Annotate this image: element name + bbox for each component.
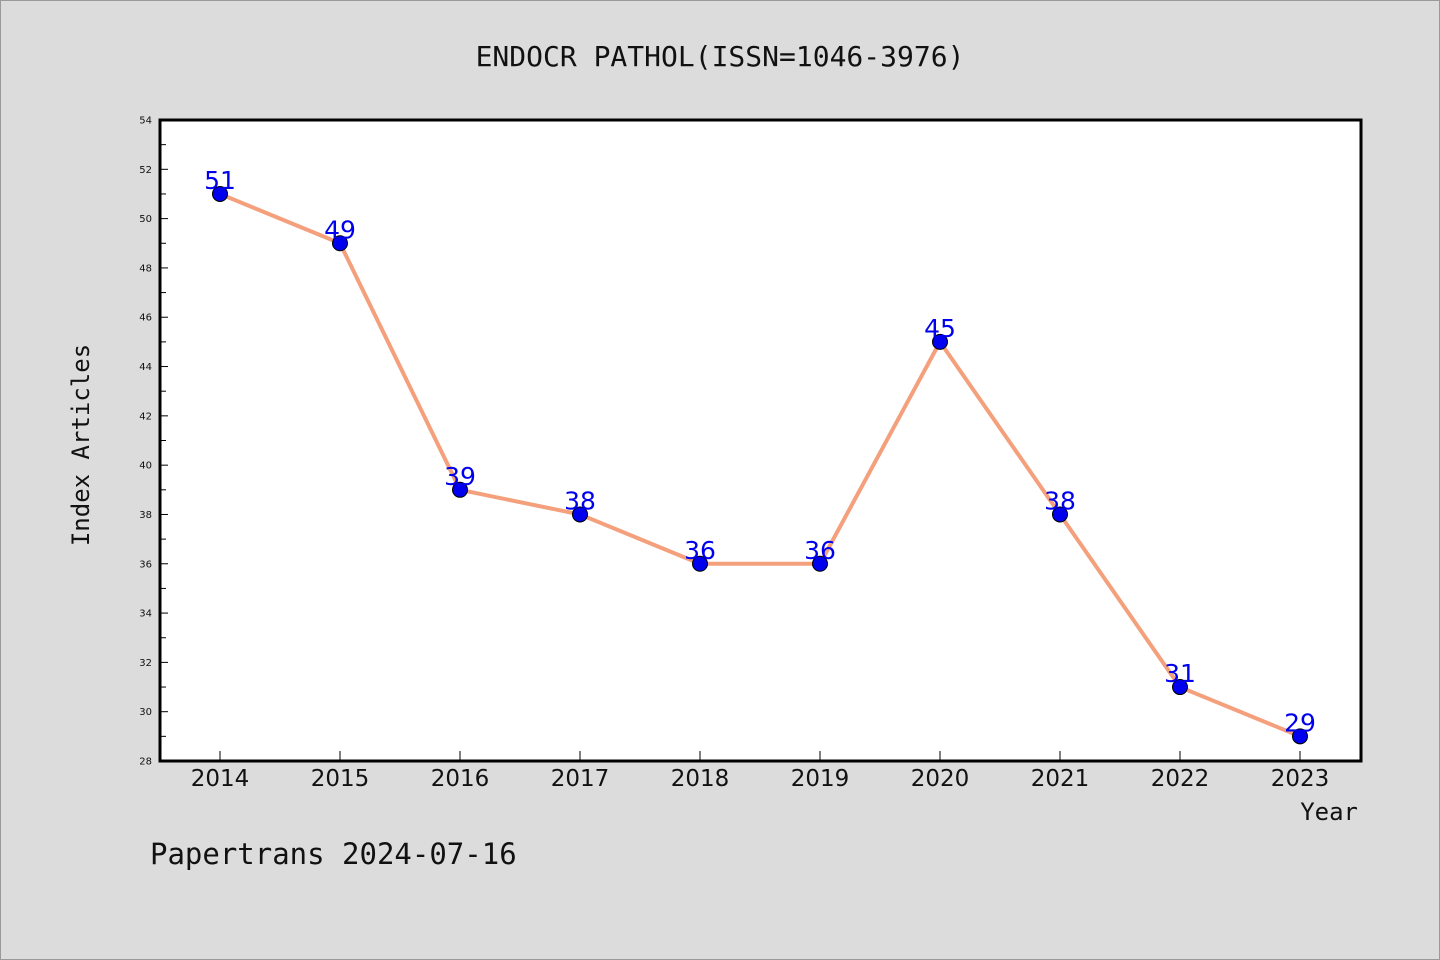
data-label: 31 [1164,659,1196,688]
data-point [332,235,348,252]
data-point [1292,728,1308,745]
series-line-group [212,185,1308,745]
data-label: 49 [324,215,356,244]
y-axis-title: Index Articles [67,344,95,546]
data-label: 51 [204,166,236,195]
x-axis-title: Year [1300,798,1358,826]
data-label: 45 [924,314,956,343]
y-tick-label: 42 [139,411,152,422]
data-label: 38 [564,486,596,515]
data-label: 39 [444,462,476,491]
data-point [572,506,588,523]
x-tick-label: 2018 [671,766,730,792]
x-tick-label: 2023 [1271,766,1330,792]
data-label-group: 51 49 39 38 36 36 45 38 31 29 [204,166,1316,737]
y-tick-label: 36 [139,559,152,570]
data-label: 36 [804,536,836,565]
y-tick-label: 28 [139,757,152,768]
y-tick-label: 50 [139,214,152,225]
chart-title: ENDOCR PATHOL(ISSN=1046-3976) [476,40,965,73]
y-tick-label: 32 [139,658,152,669]
y-tick-label: 34 [139,609,152,620]
y-tick-label: 44 [139,362,152,373]
y-tick-label: 30 [139,707,152,718]
data-point [692,555,708,572]
y-tick-label: 52 [139,165,152,176]
data-label: 36 [684,536,716,565]
data-point [932,333,948,350]
data-label: 38 [1044,486,1076,515]
data-point [812,555,828,572]
data-label: 29 [1284,708,1316,737]
data-point [1052,506,1068,523]
y-axis: 28 30 32 34 36 38 40 42 44 46 48 50 52 54 [139,116,168,768]
x-tick-label: 2021 [1031,766,1090,792]
x-tick-label: 2020 [911,766,970,792]
y-tick-label: 40 [139,461,152,472]
y-tick-label: 46 [139,313,152,324]
y-tick-label: 38 [139,510,152,521]
y-tick-label: 48 [139,263,152,274]
footer-credit: Papertrans 2024-07-16 [150,837,517,871]
x-axis: 2014 2015 2016 2017 2018 2019 2020 2021 2022 2023 [191,751,1330,792]
x-tick-label: 2017 [551,766,610,792]
x-tick-label: 2022 [1151,766,1210,792]
x-tick-label: 2016 [431,766,490,792]
series-line [218,191,1302,739]
plot-area [158,118,1363,763]
data-point [212,185,228,202]
data-point [452,481,468,498]
data-point [1172,679,1188,696]
y-tick-label: 54 [139,116,152,127]
x-tick-label: 2014 [191,766,250,792]
x-tick-label: 2015 [311,766,370,792]
x-tick-label: 2019 [791,766,850,792]
